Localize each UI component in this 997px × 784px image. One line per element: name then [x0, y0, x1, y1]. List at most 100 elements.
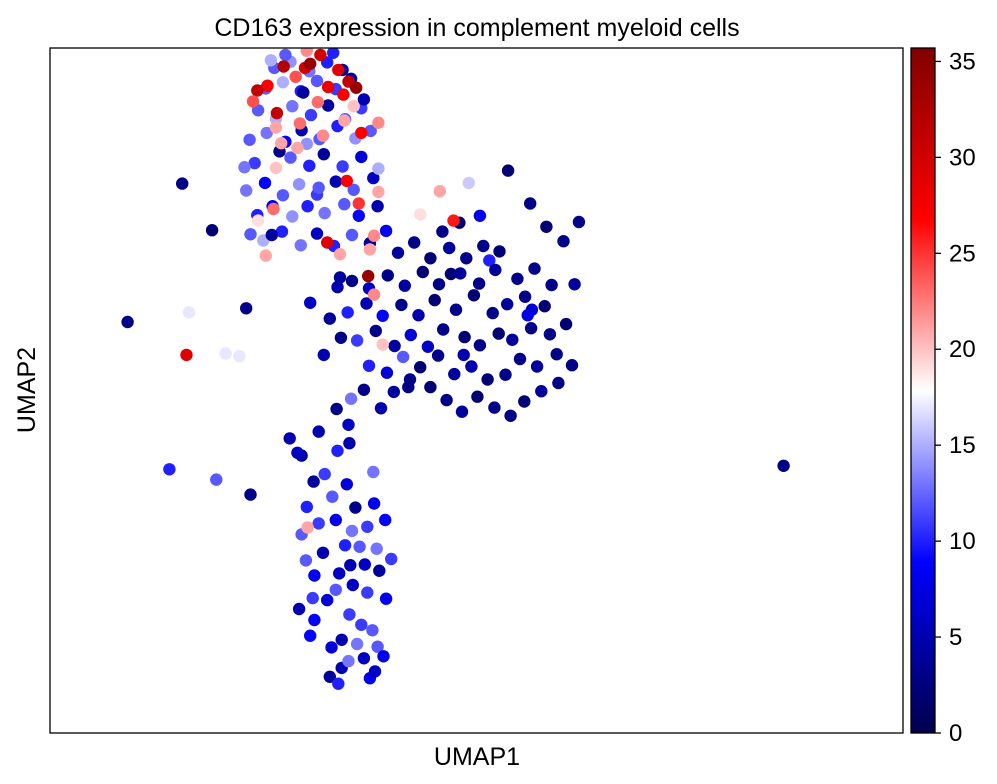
scatter-point [276, 189, 290, 202]
scatter-point [387, 385, 400, 399]
scatter-point [454, 267, 467, 280]
scatter-point [333, 248, 347, 261]
scatter-point [323, 312, 336, 325]
scatter-point [424, 380, 437, 394]
scatter-point [205, 224, 219, 237]
scatter-point [367, 171, 380, 185]
scatter-point [347, 100, 360, 113]
scatter-point [275, 225, 289, 238]
colorbar-tick-label: 20 [949, 336, 976, 363]
scatter-point [380, 366, 394, 379]
scatter-point [306, 591, 319, 605]
scatter-point [210, 473, 223, 486]
scatter-point [493, 245, 506, 258]
scatter-point [367, 229, 381, 242]
scatter-point [431, 349, 445, 362]
scatter-point [283, 432, 296, 445]
scatter-point [301, 200, 314, 213]
scatter-point [433, 185, 446, 198]
scatter-point [777, 459, 790, 472]
scatter-point [329, 583, 342, 596]
scatter-point [163, 463, 176, 476]
scatter-point [337, 88, 350, 101]
scatter-point [303, 159, 316, 172]
scatter-point [341, 306, 354, 319]
scatter-point [403, 373, 417, 386]
scatter-point [379, 592, 393, 605]
scatter-point [414, 361, 427, 374]
scatter-point [501, 298, 514, 311]
scatter-point [513, 352, 527, 366]
scatter-point [233, 350, 246, 363]
scatter-point [334, 331, 348, 344]
scatter-point [292, 602, 306, 616]
scatter-point [465, 360, 478, 373]
scatter-point [379, 224, 393, 238]
scatter-point [412, 309, 425, 322]
scatter-point [248, 156, 261, 170]
scatter-point [350, 334, 364, 347]
scatter-point [362, 359, 376, 372]
scatter-point [524, 197, 537, 210]
scatter-point [326, 490, 339, 503]
scatter-point [259, 249, 272, 262]
scatter-point [432, 278, 446, 291]
scatter-point [483, 254, 496, 267]
x-axis-label: UMAP1 [434, 743, 520, 771]
scatter-point [372, 116, 385, 129]
scatter-point [338, 539, 352, 552]
scatter-point [437, 323, 450, 336]
scatter-point [379, 513, 392, 527]
points-layer [121, 48, 790, 690]
y-axis-label: UMAP2 [13, 347, 41, 433]
scatter-point [360, 297, 373, 310]
scatter-point [330, 402, 343, 416]
scatter-point [366, 624, 379, 637]
scatter-point [350, 637, 364, 651]
scatter-point [473, 339, 487, 352]
chart-title: CD163 expression in complement myeloid c… [214, 14, 739, 42]
scatter-point [352, 209, 365, 222]
scatter-point [345, 228, 359, 242]
scatter-point [270, 106, 284, 120]
scatter-point [543, 328, 557, 341]
scatter-point [251, 84, 264, 97]
scatter-point [331, 444, 344, 457]
scatter-point [300, 500, 313, 514]
scatter-point [363, 243, 377, 256]
scatter-point [477, 239, 490, 253]
scatter-point [238, 161, 251, 174]
scatter-point [321, 80, 335, 94]
scatter-point [481, 373, 494, 386]
scatter-point [312, 425, 325, 438]
scatter-point [545, 278, 558, 292]
scatter-point [362, 269, 375, 283]
scatter-point [317, 348, 330, 362]
scatter-point [318, 206, 331, 220]
scatter-point [361, 586, 374, 599]
scatter-point [414, 208, 427, 221]
scatter-point [304, 296, 317, 309]
scatter-point [550, 348, 563, 361]
scatter-point [552, 376, 565, 390]
scatter-point [182, 306, 196, 319]
scatter-point [455, 405, 469, 418]
scatter-point [565, 359, 579, 372]
scatter-point [371, 200, 384, 213]
scatter-point [333, 271, 347, 284]
scatter-point [358, 558, 371, 571]
scatter-point [492, 327, 505, 340]
colorbar-tick-label: 35 [949, 48, 976, 75]
scatter-point [369, 324, 382, 338]
scatter-point [357, 652, 371, 665]
scatter-point [243, 133, 256, 146]
scatter-point [371, 640, 384, 653]
scatter-point [121, 315, 134, 329]
scatter-point [246, 95, 260, 108]
scatter-point [344, 559, 357, 572]
scatter-point [321, 593, 334, 607]
scatter-point [311, 95, 324, 109]
scatter-point [344, 392, 358, 405]
scatter-point [524, 322, 538, 335]
scatter-point [336, 160, 349, 173]
